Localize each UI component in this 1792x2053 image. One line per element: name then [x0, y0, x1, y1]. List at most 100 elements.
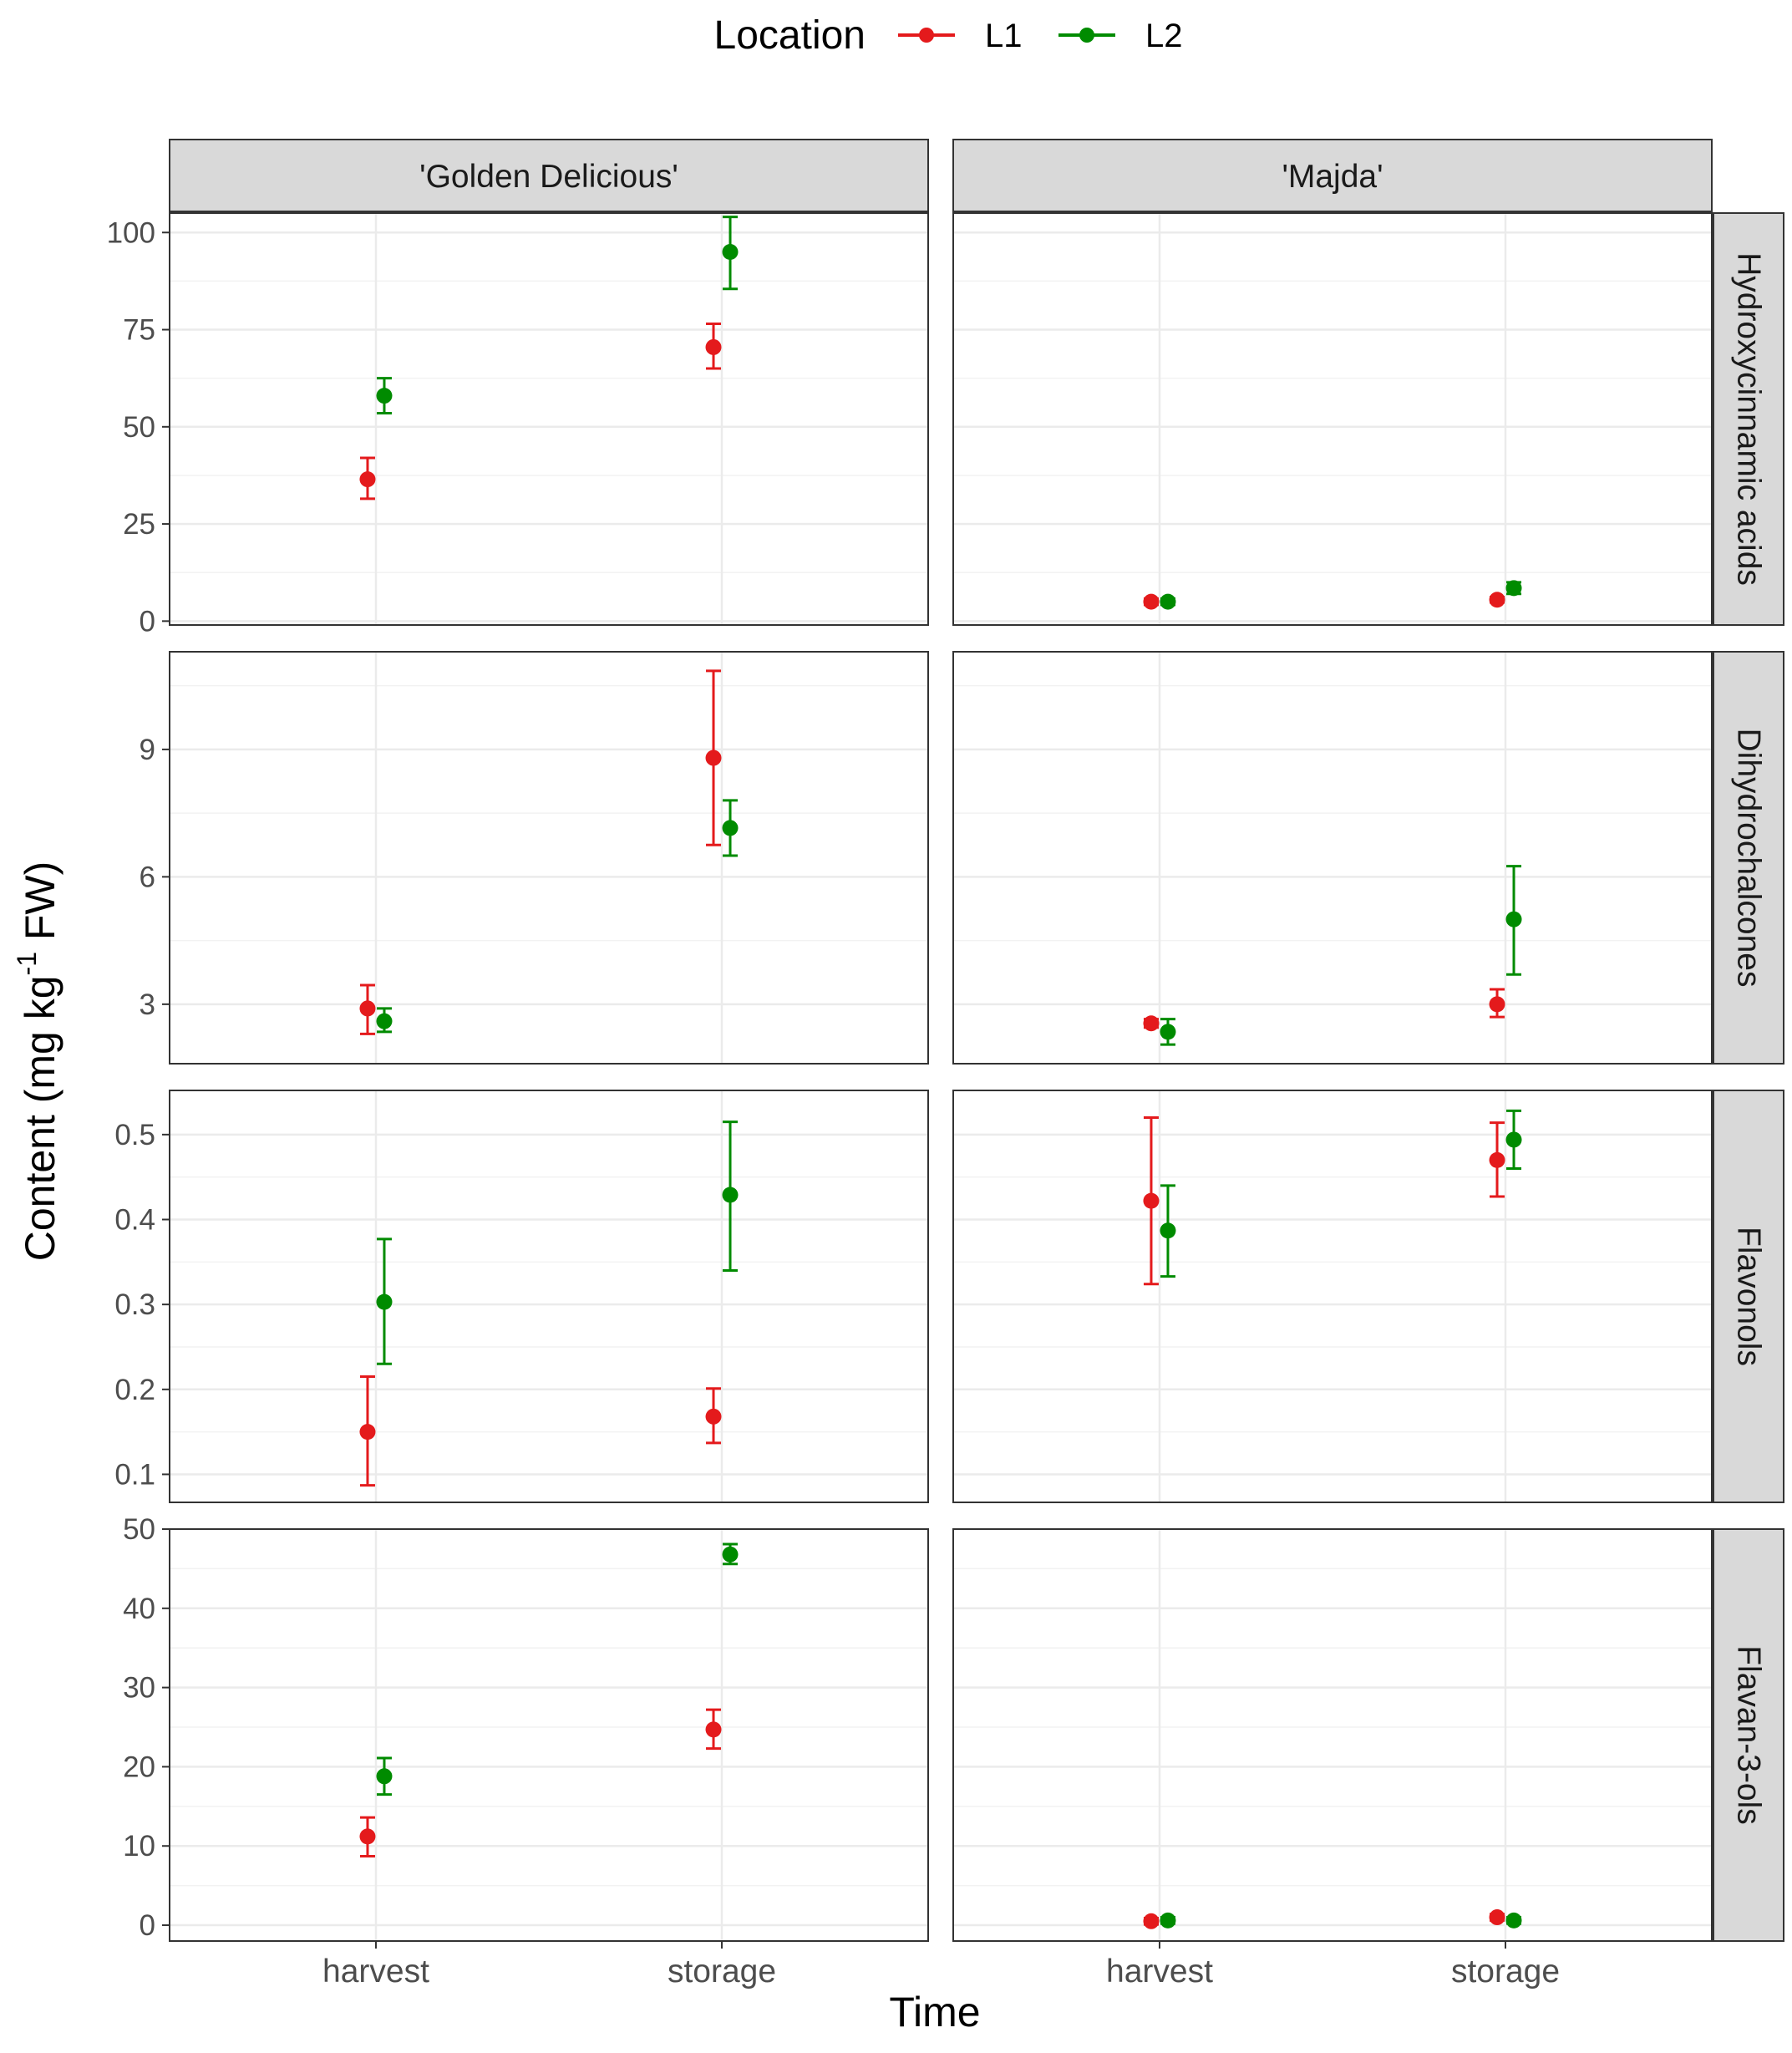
column-strip-label-0: 'Golden Delicious' [419, 159, 678, 195]
x-tick-label: storage [1451, 1954, 1560, 1989]
data-point-l1-harvest [1143, 1913, 1160, 1929]
y-tick-label: 10 [123, 1830, 155, 1862]
panel-r2-c0 [169, 1090, 929, 1503]
x-tick-label: harvest [1106, 1954, 1213, 1989]
data-point-l2-harvest [376, 1013, 393, 1029]
row-strip-3 [1713, 1528, 1784, 1942]
data-point-l2-storage [722, 820, 739, 836]
data-point-l2-harvest [1160, 1912, 1176, 1928]
row-strip-label-3: Flavan-3-ols [1731, 1645, 1767, 1825]
legend-item-l2: L2 [1058, 18, 1183, 54]
data-point-l1-storage [705, 750, 722, 766]
row-strip-0 [1713, 212, 1784, 626]
data-point-l1-harvest [359, 1424, 376, 1441]
panel-background [953, 213, 1712, 625]
y-axis-title-main: Content (mg kg [17, 975, 63, 1261]
panel-background [170, 213, 928, 625]
y-tick-label: 50 [123, 411, 155, 444]
data-point-l2-harvest [376, 1293, 393, 1310]
panel-border [952, 1528, 1713, 1942]
row-strip-label-1: Dihydrochalcones [1731, 728, 1767, 987]
panel-background [953, 1090, 1712, 1502]
data-point-l2-storage [722, 1546, 739, 1563]
legend: Location L1 L2 [714, 13, 1183, 58]
panel-background [953, 1529, 1712, 1941]
y-axis-title-superscript: -1 [12, 952, 42, 975]
data-point-l1-harvest [1143, 593, 1160, 610]
data-point-l1-harvest [359, 471, 376, 488]
y-axis-title: Content (mg kg-1 FW) [12, 861, 63, 1262]
y-tick-label: 25 [123, 508, 155, 541]
panel-r1-c0 [169, 651, 929, 1065]
data-point-l1-harvest [359, 1828, 376, 1845]
legend-label-l2: L2 [1145, 18, 1183, 54]
data-point-l2-storage [1505, 911, 1522, 927]
y-tick-label: 0.4 [114, 1204, 155, 1237]
data-point-l2-harvest [1160, 1222, 1176, 1239]
y-tick-label: 6 [140, 861, 155, 893]
facet-strips: 'Golden Delicious' 'Majda' Hydroxycinnamic… [169, 139, 1784, 1942]
data-point-l2-storage [1505, 1131, 1522, 1148]
data-point-l2-harvest [1160, 593, 1176, 610]
panel-r0-c0 [169, 212, 929, 626]
legend-key-point-l2 [1079, 28, 1094, 43]
data-point-l1-storage [1489, 1909, 1505, 1926]
panel-border [169, 1528, 929, 1942]
facet-panels [169, 212, 1713, 1942]
row-strip-label-0: Hydroxycinnamic acids [1731, 252, 1767, 586]
panel-r2-c1 [952, 1090, 1713, 1503]
data-point-l1-harvest [1143, 1192, 1160, 1209]
column-strip-label-1: 'Majda' [1282, 159, 1383, 195]
y-tick-label: 9 [140, 734, 155, 766]
data-point-l1-harvest [359, 1000, 376, 1017]
row-strip-2 [1713, 1090, 1784, 1503]
y-tick-label: 0 [140, 1909, 155, 1942]
y-tick-label: 0 [140, 605, 155, 638]
y-tick-label: 75 [123, 314, 155, 347]
data-point-l2-harvest [1160, 1024, 1176, 1040]
legend-item-l1: L1 [898, 18, 1023, 54]
row-strip-label-2: Flavonols [1731, 1227, 1767, 1366]
panel-border [169, 212, 929, 626]
data-point-l2-storage [1505, 580, 1522, 597]
panel-border [952, 1090, 1713, 1503]
y-tick-label: 100 [107, 216, 155, 249]
data-point-l1-storage [705, 1721, 722, 1738]
panel-border [169, 651, 929, 1065]
panel-border [952, 212, 1713, 626]
x-tick-label: harvest [322, 1954, 429, 1989]
x-axis-title: Time [889, 1989, 980, 2035]
data-point-l2-storage [722, 244, 739, 261]
data-point-l1-storage [705, 338, 722, 355]
panel-background [953, 652, 1712, 1064]
y-tick-label: 0.3 [114, 1288, 155, 1321]
data-point-l2-harvest [376, 1768, 393, 1785]
y-tick-label: 3 [140, 988, 155, 1021]
y-tick-label: 0.2 [114, 1374, 155, 1406]
panel-r3-c0 [169, 1527, 929, 1942]
panel-r0-c1 [952, 212, 1713, 626]
legend-label-l1: L1 [985, 18, 1023, 54]
y-tick-label: 50 [123, 1513, 155, 1546]
data-point-l1-harvest [1143, 1015, 1160, 1032]
legend-title: Location [714, 13, 866, 58]
legend-key-point-l1 [919, 28, 934, 43]
data-point-l2-storage [722, 1187, 739, 1203]
panel-r3-c1 [952, 1527, 1713, 1942]
data-point-l1-storage [1489, 592, 1505, 608]
row-strip-1 [1713, 651, 1784, 1065]
y-tick-label: 0.5 [114, 1119, 155, 1151]
y-tick-label: 20 [123, 1751, 155, 1783]
axes: 0 25 50 75 100 3 6 9 0.1 0.2 0.3 0.4 0.5 0 10 20 30 40 50 h… [107, 216, 1560, 1989]
y-tick-label: 30 [123, 1672, 155, 1705]
y-tick-label: 40 [123, 1593, 155, 1625]
data-point-l1-storage [1489, 996, 1505, 1013]
panel-background [170, 1529, 928, 1941]
panel-border [169, 1090, 929, 1503]
panel-border [952, 651, 1713, 1065]
data-point-l1-storage [705, 1408, 722, 1425]
column-strip-0 [169, 139, 929, 212]
x-tick-label: storage [668, 1954, 776, 1989]
y-tick-label: 0.1 [114, 1458, 155, 1491]
data-point-l2-storage [1505, 1912, 1522, 1928]
